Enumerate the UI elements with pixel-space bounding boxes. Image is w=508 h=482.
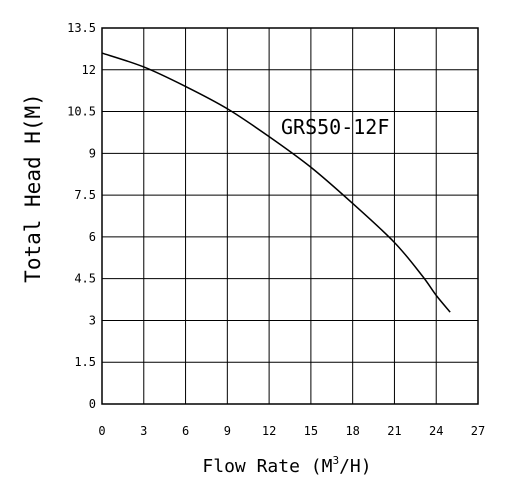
x-tick-label: 3 [140, 424, 147, 438]
x-tick-label: 27 [471, 424, 485, 438]
y-tick-label: 4.5 [74, 272, 96, 286]
y-tick-label: 9 [89, 146, 96, 160]
y-tick-label: 0 [89, 397, 96, 411]
y-tick-label: 13.5 [67, 21, 96, 35]
x-tick-label: 15 [304, 424, 318, 438]
x-tick-label: 6 [182, 424, 189, 438]
x-tick-label: 12 [262, 424, 276, 438]
tick-labels: 0 3 6 9 12 15 18 21 24 27 0 1.5 3 4.5 6 7.5 9 10.5 12 13.5 [67, 21, 485, 438]
x-tick-label: 18 [345, 424, 359, 438]
y-tick-label: 6 [89, 230, 96, 244]
grid-lines [101, 27, 479, 405]
x-tick-label: 21 [387, 424, 401, 438]
x-axis-title-main: Flow Rate (M [202, 456, 332, 477]
curve-annotation: GRS50-12F [281, 115, 389, 139]
plot-frame [101, 27, 479, 405]
y-tick-label: 7.5 [74, 188, 96, 202]
y-tick-label: 12 [82, 63, 96, 77]
x-tick-label: 24 [429, 424, 443, 438]
x-axis-title-superscript: 3 [332, 454, 339, 467]
x-tick-label: 0 [98, 424, 105, 438]
y-tick-label: 3 [89, 313, 96, 327]
y-axis-title: Total Head H(M) [21, 93, 45, 283]
x-tick-label: 9 [224, 424, 231, 438]
y-tick-label: 1.5 [74, 355, 96, 369]
x-axis-title-tail: /H) [339, 456, 372, 477]
y-tick-label: 10.5 [67, 105, 96, 119]
pump-curve-line [101, 52, 451, 313]
x-axis-title: Flow Rate (M3/H) [202, 454, 371, 477]
